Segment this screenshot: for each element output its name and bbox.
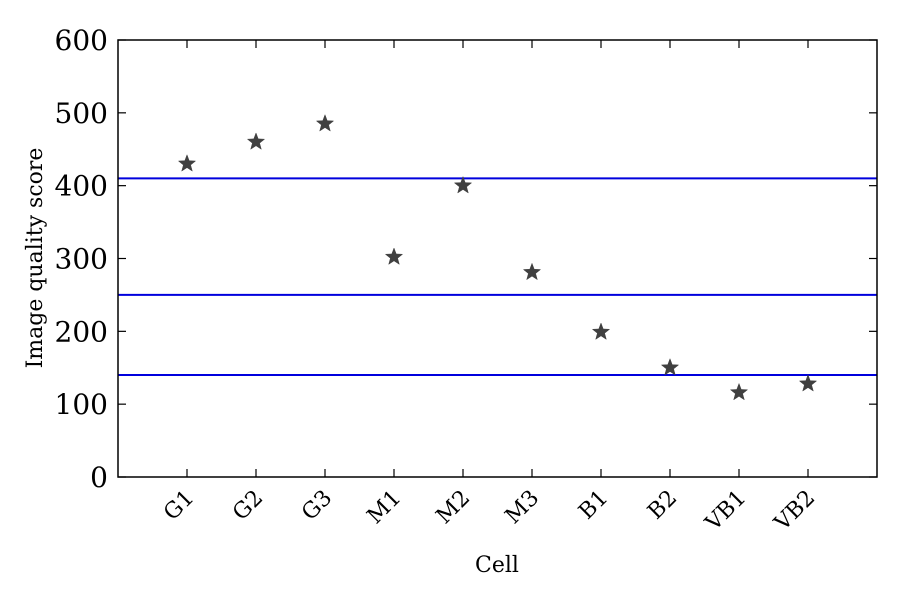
y-tick-label: 300 [55,243,108,276]
y-tick-label: 500 [55,97,108,130]
x-tick-label: M3 [501,486,545,530]
data-point-vb2 [798,374,818,392]
x-axis-label: Cell [475,553,519,578]
data-point-m3 [522,262,542,281]
x-tick-label: B2 [643,486,682,525]
x-tick-label: M1 [363,486,407,530]
plot-frame [117,39,878,478]
data-point-vb1 [729,382,749,401]
data-point-m2 [453,175,473,194]
x-tick-label: G1 [159,486,199,526]
data-point-b1 [591,322,611,340]
reference-lines [118,177,877,377]
x-tick-label: G2 [228,486,268,526]
y-tick-label: 100 [55,388,108,421]
y-axis-label: Image quality score [23,148,48,369]
x-axis-ticks: G1 G2 G3 M1 M2 M3 B1 B2 VB1 VB2 [159,40,820,537]
x-tick-label: G3 [297,486,337,526]
data-point-m1 [384,247,404,265]
data-point-g2 [246,132,266,150]
y-axis-ticks: 0 100 200 300 400 500 600 [55,24,877,494]
y-tick-label: 200 [55,315,108,348]
y-tick-label: 400 [55,170,108,203]
data-point-g1 [177,154,197,172]
data-point-g3 [315,114,335,132]
x-tick-label: VB2 [769,486,820,537]
x-tick-label: VB1 [700,486,751,537]
x-tick-label: M2 [432,486,476,530]
y-tick-label: 600 [55,24,108,57]
y-tick-label: 0 [90,461,108,494]
x-tick-label: B1 [574,486,613,525]
data-point-b2 [660,358,680,376]
data-points [177,114,818,401]
